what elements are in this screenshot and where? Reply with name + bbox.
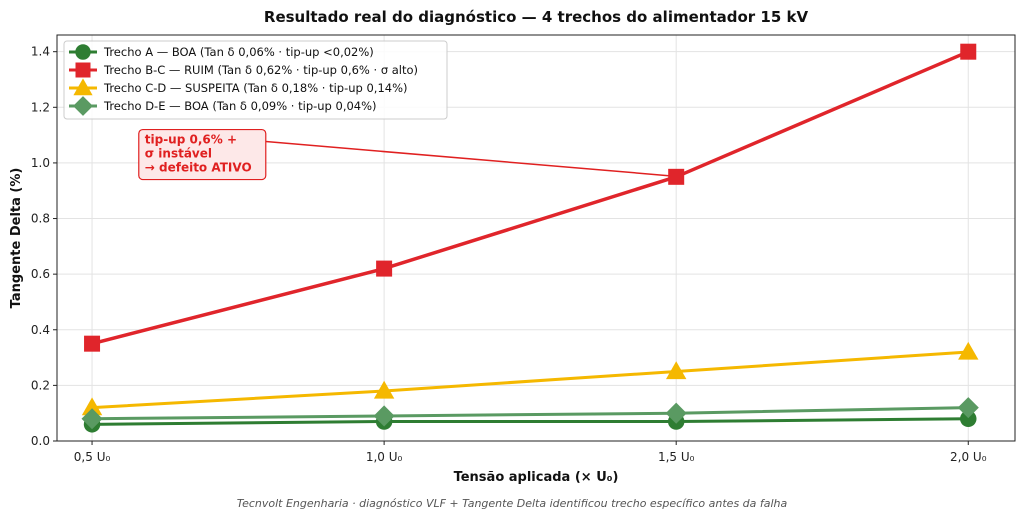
legend: Trecho A — BOA (Tan δ 0,06% · tip-up <0,…: [63, 40, 448, 120]
legend-marker: [73, 96, 93, 116]
annotation-layer: tip-up 0,6% +σ instável→ defeito ATIVO: [138, 128, 671, 181]
x-axis-label: Tensão aplicada (× U₀): [454, 470, 619, 485]
legend-item: Trecho D-E — BOA (Tan δ 0,09% · tip-up 0…: [69, 96, 377, 116]
annotation-arrow: [265, 140, 671, 177]
series-3: [81, 341, 979, 416]
legend-item: Trecho B-C — RUIM (Tan δ 0,62% · tip-up …: [69, 62, 418, 78]
legend-label: Trecho C-D — SUSPEITA (Tan δ 0,18% · tip…: [103, 81, 408, 95]
data-point: [373, 380, 395, 399]
data-point: [665, 402, 687, 424]
data-point: [81, 397, 103, 416]
data-point: [84, 335, 101, 352]
data-point: [668, 168, 685, 185]
data-point: [81, 408, 103, 430]
legend-box: [63, 40, 448, 120]
chart-title: Resultado real do diagnóstico — 4 trecho…: [264, 8, 809, 26]
x-axis-ticks: 0,5 U₀ 1,0 U₀ 1,5 U₀ 2,0 U₀: [74, 441, 987, 464]
y-tick-label: 0.4: [31, 323, 50, 337]
legend-label: Trecho D-E — BOA (Tan δ 0,09% · tip-up 0…: [103, 99, 377, 113]
legend-label: Trecho B-C — RUIM (Tan δ 0,62% · tip-up …: [103, 63, 418, 77]
series-layer: [81, 43, 979, 433]
x-tick-label: 1,5 U₀: [658, 450, 695, 464]
annotation-text: tip-up 0,6% +: [145, 133, 237, 147]
annotation-text: σ instável: [145, 147, 212, 161]
data-point: [958, 341, 979, 360]
y-tick-label: 1.0: [31, 156, 50, 170]
y-axis-ticks: 0.0 0.2 0.4 0.6 0.8 1.0 1.2 1.4: [31, 45, 57, 448]
data-point: [376, 260, 393, 277]
data-point: [960, 43, 977, 60]
data-point: [373, 405, 395, 427]
series-line: [92, 417, 969, 426]
y-axis-label: Tangente Delta (%): [9, 168, 24, 309]
series-4: [81, 397, 979, 430]
x-tick-label: 0,5 U₀: [74, 450, 111, 464]
y-tick-label: 1.4: [31, 45, 50, 59]
chart-footer: Tecnvolt Engenharia · diagnóstico VLF + …: [237, 497, 788, 510]
y-tick-label: 0.6: [31, 267, 50, 281]
y-tick-label: 0.2: [31, 378, 50, 392]
legend-item: Trecho C-D — SUSPEITA (Tan δ 0,18% · tip…: [69, 78, 408, 96]
legend-marker: [73, 78, 93, 96]
legend-label: Trecho A — BOA (Tan δ 0,06% · tip-up <0,…: [103, 45, 374, 59]
data-point: [957, 397, 979, 419]
series-2: [84, 43, 977, 352]
data-point: [665, 361, 687, 380]
x-tick-label: 2,0 U₀: [950, 450, 987, 464]
y-tick-label: 0.8: [31, 212, 50, 226]
series-line: [92, 406, 969, 421]
series-line: [91, 350, 969, 410]
data-point: [960, 410, 977, 428]
y-tick-label: 0.0: [31, 434, 50, 448]
legend-item: Trecho A — BOA (Tan δ 0,06% · tip-up <0,…: [69, 44, 374, 60]
series-line: [91, 50, 969, 346]
x-tick-label: 1,0 U₀: [366, 450, 403, 464]
y-tick-label: 1.2: [31, 100, 50, 114]
annotation-box: [138, 128, 267, 181]
annotation-text: → defeito ATIVO: [145, 161, 252, 175]
legend-marker: [75, 62, 91, 78]
plot-frame: [56, 34, 1016, 442]
legend-marker: [75, 44, 91, 60]
